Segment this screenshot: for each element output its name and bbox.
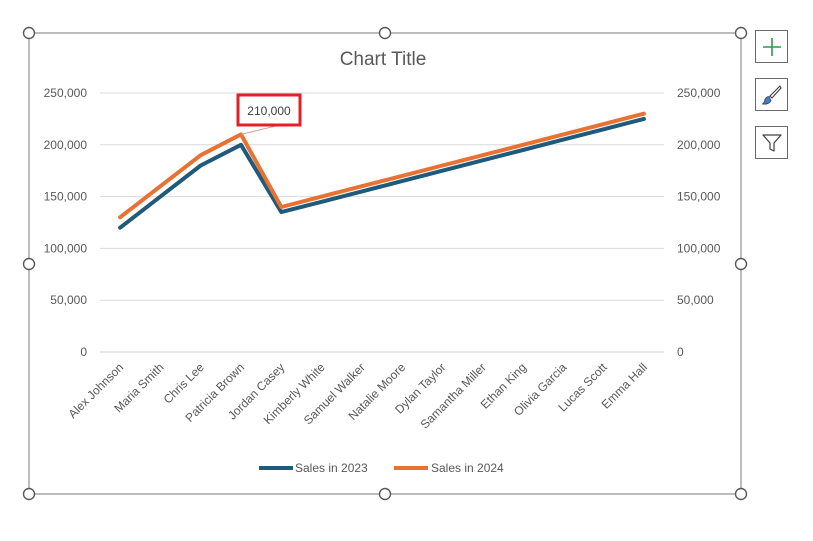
chart-filters-button[interactable]	[755, 126, 788, 159]
y-tick-label-right: 150,000	[677, 190, 721, 204]
resize-handle[interactable]	[734, 487, 748, 501]
plus-icon	[762, 37, 781, 56]
resize-handle[interactable]	[22, 257, 36, 271]
chart-area-frame[interactable]	[28, 32, 742, 495]
y-tick-label-left: 0	[80, 345, 87, 359]
resize-handle[interactable]	[378, 26, 392, 40]
data-label: 210,000	[247, 104, 291, 118]
chart-styles-button[interactable]	[755, 78, 788, 111]
y-tick-label-left: 150,000	[44, 190, 88, 204]
y-tick-label-right: 200,000	[677, 138, 721, 152]
y-tick-label-right: 250,000	[677, 86, 721, 100]
resize-handle[interactable]	[22, 487, 36, 501]
chart-elements-button[interactable]	[755, 30, 788, 63]
callout-box[interactable]	[236, 93, 302, 127]
y-tick-label-left: 50,000	[50, 293, 87, 307]
resize-handle[interactable]	[378, 487, 392, 501]
chart-title[interactable]: Chart Title	[340, 49, 427, 70]
y-tick-label-left: 250,000	[44, 86, 88, 100]
resize-handle[interactable]	[734, 257, 748, 271]
callout-leader-line	[240, 124, 281, 135]
y-tick-label-left: 200,000	[44, 138, 88, 152]
y-tick-label-right: 50,000	[677, 293, 714, 307]
y-tick-label-left: 100,000	[44, 241, 88, 255]
y-tick-label-right: 100,000	[677, 241, 721, 255]
legend-entry-1[interactable]: Sales in 2023	[295, 461, 368, 475]
y-tick-label-right: 0	[677, 345, 684, 359]
paintbrush-icon	[761, 84, 782, 105]
series-line-2[interactable]	[118, 111, 646, 220]
funnel-icon	[761, 133, 782, 152]
legend-entry-2[interactable]: Sales in 2024	[431, 461, 504, 475]
resize-handle[interactable]	[22, 26, 36, 40]
series-line-1[interactable]	[118, 116, 646, 230]
resize-handle[interactable]	[734, 26, 748, 40]
